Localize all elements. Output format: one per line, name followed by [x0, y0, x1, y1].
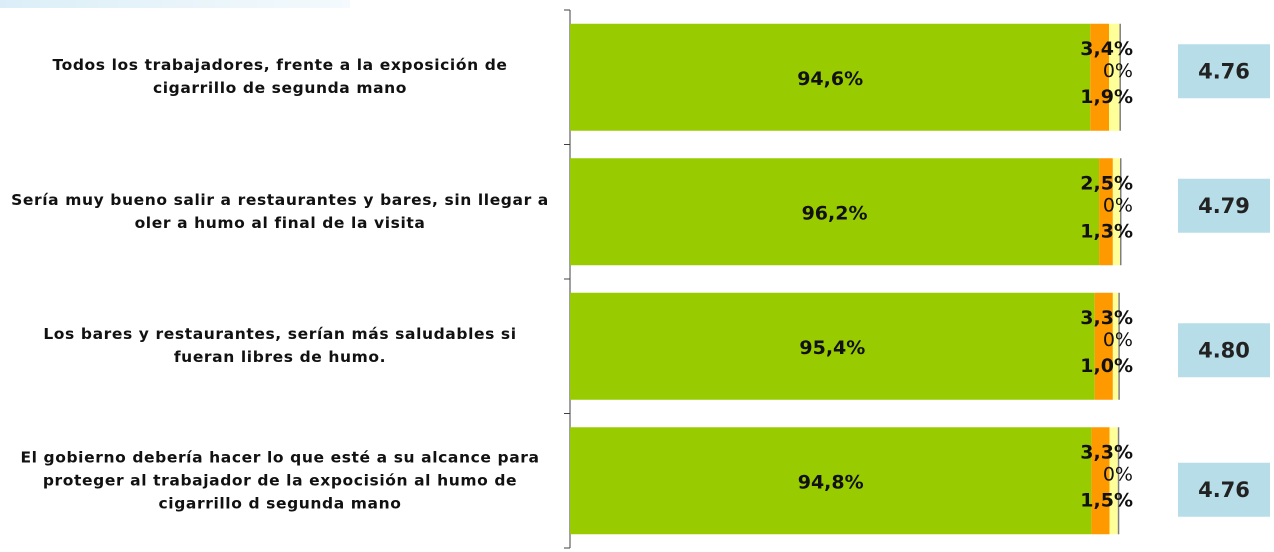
- bar-segment: [1109, 427, 1118, 535]
- value-label: 94,8%: [798, 471, 864, 493]
- value-label: 94,6%: [797, 68, 863, 90]
- bar-segment: [570, 427, 1092, 535]
- bar-segment: [570, 292, 1095, 400]
- score-box: [1178, 323, 1270, 378]
- value-label: 0%: [1103, 463, 1133, 485]
- value-label: 0%: [1103, 60, 1133, 82]
- value-label: 1,5%: [1080, 489, 1133, 511]
- bar-segment: [1118, 292, 1120, 400]
- bar-segment: [1091, 427, 1110, 535]
- value-label: 1,3%: [1080, 220, 1133, 242]
- score-label: 4.79: [1198, 194, 1250, 218]
- bar-segment: [570, 23, 1091, 131]
- value-label: 95,4%: [799, 337, 865, 359]
- bar-segment: [1094, 292, 1113, 400]
- score-label: 4.76: [1198, 478, 1250, 502]
- score-label: 4.80: [1198, 338, 1250, 362]
- value-label: 3,3%: [1080, 441, 1133, 463]
- value-label: 0%: [1103, 329, 1133, 351]
- value-label: 3,3%: [1080, 307, 1133, 329]
- value-label: 1,9%: [1080, 86, 1133, 108]
- bar-segment: [1112, 158, 1120, 266]
- header-decoration: [0, 0, 350, 8]
- value-label: 3,4%: [1080, 38, 1133, 60]
- score-box: [1178, 44, 1270, 99]
- value-label: 1,0%: [1080, 355, 1133, 377]
- bar-segment: [1112, 292, 1119, 400]
- category-label: Los bares y restaurantes, serían más sal…: [43, 325, 517, 367]
- bar-segment: [1109, 23, 1120, 131]
- bar-segment: [1120, 158, 1122, 266]
- bar-segment: [1090, 23, 1109, 131]
- value-label: 0%: [1103, 194, 1133, 216]
- value-label: 96,2%: [802, 202, 868, 224]
- bar-segment: [1119, 23, 1121, 131]
- category-label: Todos los trabajadores, frente a la expo…: [52, 56, 508, 98]
- bar-segment: [570, 158, 1100, 266]
- score-label: 4.76: [1198, 59, 1250, 83]
- bar-segment: [1117, 427, 1120, 535]
- score-box: [1178, 178, 1270, 233]
- score-box: [1178, 462, 1270, 517]
- category-label: Sería muy bueno salir a restaurantes y b…: [11, 190, 549, 232]
- category-label: El gobierno debería hacer lo que esté a …: [20, 448, 540, 513]
- value-label: 2,5%: [1080, 172, 1133, 194]
- bar-segment: [1099, 158, 1113, 266]
